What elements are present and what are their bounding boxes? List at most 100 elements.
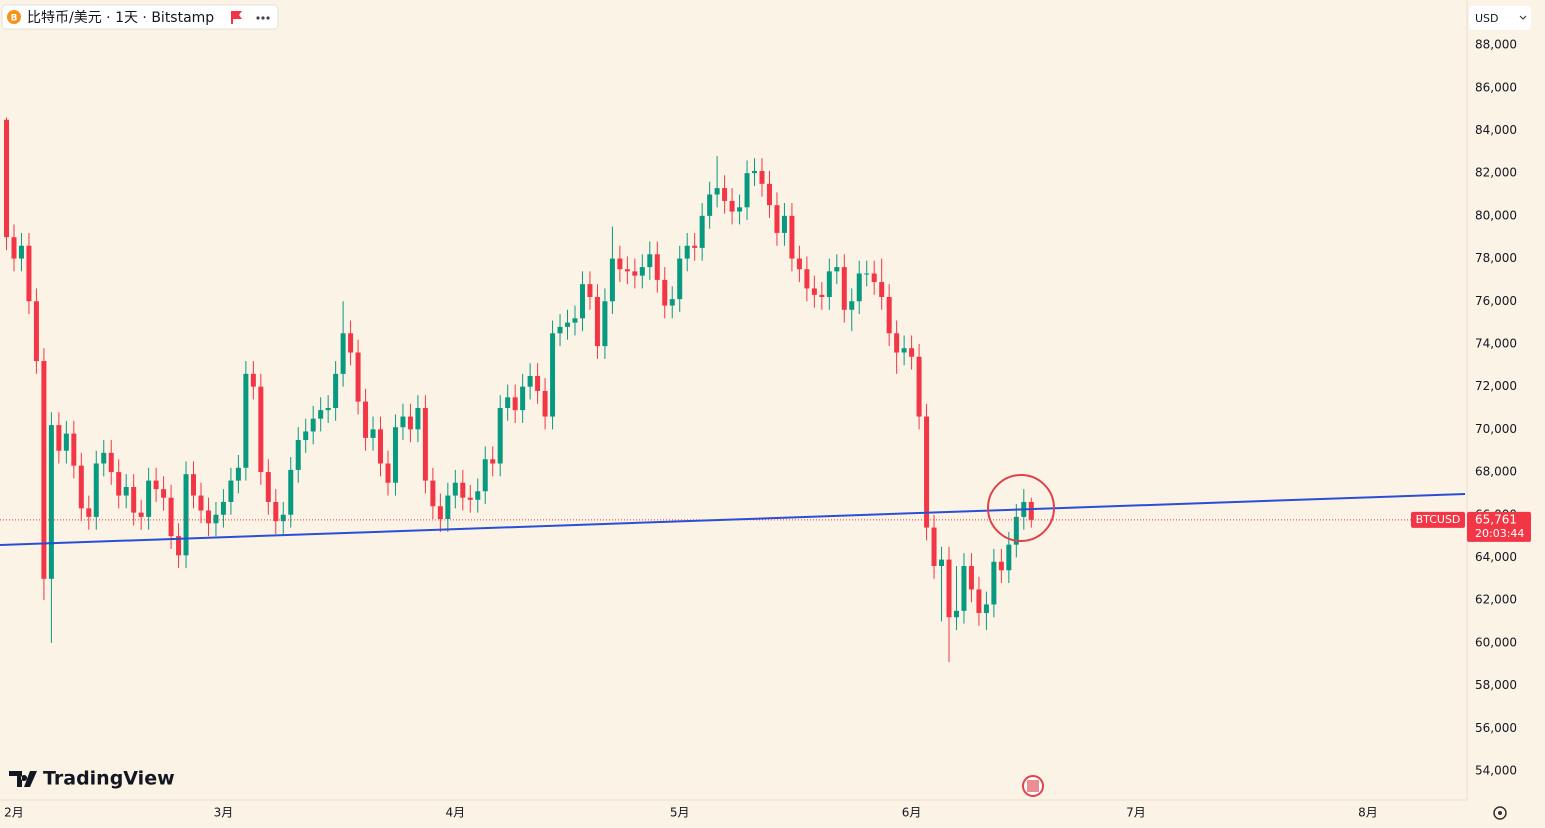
candle-body [273,501,279,522]
brand-name: TradingView [43,768,175,790]
candle-body [729,200,735,212]
candle-body [213,514,219,524]
y-tick-label: 54,000 [1475,763,1517,777]
candle-body [864,273,870,275]
x-tick-label: 8月 [1358,806,1378,820]
candle-body [191,474,197,496]
currency: USD [1475,12,1499,25]
more-dot [261,16,265,20]
y-tick-label: 56,000 [1475,721,1517,735]
settings[interactable] [1493,806,1507,820]
candle-body [265,472,271,502]
y-tick-label: 72,000 [1475,379,1517,393]
candle-body [983,604,989,613]
candle-body [886,296,892,334]
candle-body [542,390,548,417]
candle-body [41,361,47,579]
x-tick-label: 5月 [670,806,690,820]
candle-body [378,429,384,464]
candle-body [467,497,473,500]
candle-body [482,459,488,492]
candle-body [385,463,391,483]
currency-box [1469,6,1531,30]
y-tick-label: 82,000 [1475,166,1517,180]
candle-body [348,333,354,353]
x-tick-label: 7月 [1126,806,1146,820]
candle-body [310,418,316,432]
candle-body [93,463,99,517]
flag-icon [231,11,242,24]
candle-body [78,465,84,509]
candle-body [632,271,638,276]
event-flag[interactable] [1022,775,1044,797]
candle-body [774,205,780,233]
x-tick-label: 3月 [214,806,234,820]
brand[interactable]: TradingView [9,768,175,790]
candle-body [624,269,630,272]
candle-body [722,188,728,201]
event-glyph [1027,780,1039,792]
x-tick-label: 4月 [445,806,465,820]
more-dot [266,16,270,20]
candle-body [146,480,152,517]
price-tag-label: 65,761 [1475,512,1517,526]
candle-body [781,215,787,233]
y-tick-label: 70,000 [1475,422,1517,436]
candle-body [445,495,451,520]
price-tag [1467,511,1531,542]
candle-body [924,416,930,528]
trend-line[interactable] [0,493,1466,546]
brand-logo [9,771,37,787]
candle-body [946,559,952,618]
candle-body [879,282,885,297]
candle-body [422,408,428,481]
candle-body [176,536,182,556]
candle-body [318,410,324,419]
candle-body [205,510,211,524]
y-tick-label: 84,000 [1475,123,1517,137]
candle-body [490,459,496,464]
symbol-tag-label: BTCUSD [1416,513,1461,526]
candle-body [333,373,339,409]
candle-body [520,386,526,411]
candle-body [752,171,758,174]
candle-body [235,467,241,481]
candle-body [968,565,974,590]
candle-body [849,301,855,310]
candle-body [220,501,226,515]
candle-body [505,397,511,409]
candle-body [415,408,421,430]
candle-body [692,245,698,248]
candle-body [18,245,24,259]
candle-body [819,294,825,297]
candle-body [48,425,54,579]
candle-body [101,452,107,464]
candle-body [56,425,62,451]
candle-body [400,416,406,428]
candle-body [811,288,817,295]
candle-body [1028,501,1034,520]
candle-body [609,258,615,302]
candle-body [11,237,17,259]
candle-body [258,386,264,473]
candle-body [639,267,645,276]
candle-body [475,491,481,500]
candle-body [303,431,309,441]
currency-select[interactable]: USD [1469,6,1531,30]
candle-body [340,333,346,374]
candle-body [939,559,945,566]
candle-body [407,416,413,430]
y-tick-label: 62,000 [1475,593,1517,607]
candle-body [370,429,376,438]
candle-body [594,296,600,347]
highlight-circle[interactable] [987,474,1055,542]
symbol-header[interactable]: B 比特币/美元 · 1天 · Bitstamp [1,4,279,30]
y-tick-label: 74,000 [1475,336,1517,350]
candle-body [363,401,369,438]
more-dot [256,16,260,20]
candle-body [916,356,922,417]
y-tick-label: 80,000 [1475,208,1517,222]
candle-body [527,375,533,387]
candle-body [834,267,840,272]
